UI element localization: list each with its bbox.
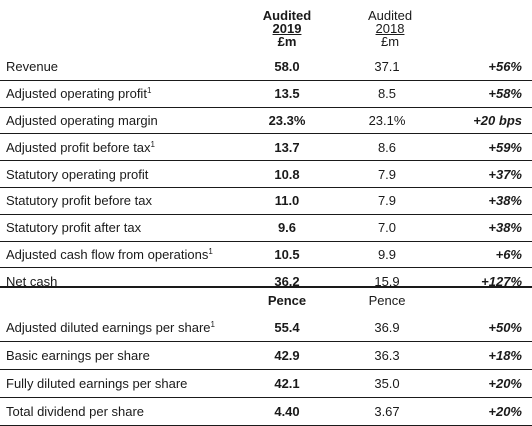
value-2018: 7.9 bbox=[337, 187, 437, 215]
row-label-text: Basic earnings per share bbox=[6, 347, 150, 363]
row-label-text: Adjusted operating profit bbox=[6, 86, 147, 102]
value-2018: 37.1 bbox=[337, 54, 437, 81]
value-2018: 15.9 bbox=[374, 273, 400, 289]
table-row: Basic earnings per share 42.9 36.3 +18% bbox=[0, 341, 532, 370]
value-2019: 55.4 bbox=[237, 313, 337, 342]
pence-header-2018: Pence bbox=[368, 293, 406, 309]
header-2019-unit: £m bbox=[277, 34, 297, 49]
row-label: Adjusted operating margin bbox=[0, 107, 237, 135]
row-label: Adjusted operating profit1 bbox=[0, 80, 237, 108]
change-value: +20% bbox=[437, 369, 532, 398]
value-2019: 9.6 bbox=[237, 214, 337, 242]
header-2019-year: 2019 bbox=[272, 21, 302, 36]
table-row: Adjusted diluted earnings per share1 55.4… bbox=[0, 313, 532, 342]
row-label-text: Fully diluted earnings per share bbox=[6, 375, 188, 391]
row-label-text: Statutory operating profit bbox=[6, 166, 149, 182]
change-value: +37% bbox=[437, 160, 532, 188]
value-2019: 10.8 bbox=[237, 160, 337, 188]
row-label: Fully diluted earnings per share bbox=[0, 369, 237, 398]
row-label-text: Adjusted operating margin bbox=[6, 112, 158, 128]
row-label-text: Adjusted diluted earnings per share bbox=[6, 319, 211, 335]
pence-header-spacer-right bbox=[437, 288, 532, 314]
change-value: +6% bbox=[437, 241, 532, 269]
header-2018-unit: £m bbox=[380, 34, 400, 49]
footnote-marker: 1 bbox=[208, 246, 213, 256]
value-2018: 9.9 bbox=[337, 241, 437, 269]
header-2018-year: 2018 bbox=[375, 21, 405, 36]
table-row: Adjusted operating profit1 13.5 8.5 +58% bbox=[0, 80, 532, 108]
change-value: +56% bbox=[437, 54, 532, 81]
header-2019-audited: Audited bbox=[262, 8, 312, 23]
footnote-marker: 1 bbox=[210, 319, 215, 329]
change-value: +127% bbox=[481, 273, 522, 289]
change-value: +38% bbox=[437, 187, 532, 215]
table-row: Fully diluted earnings per share 42.1 35.0… bbox=[0, 369, 532, 398]
row-label: Adjusted profit before tax1 bbox=[0, 133, 237, 162]
change-value: +20 bps bbox=[437, 107, 532, 135]
row-label: Net cash bbox=[0, 268, 237, 294]
value-2018: 36.3 bbox=[337, 341, 437, 370]
row-label: Total dividend per share bbox=[0, 397, 237, 426]
value-2019: 13.5 bbox=[237, 80, 337, 108]
value-2019: 42.1 bbox=[237, 369, 337, 398]
row-label-text: Adjusted cash flow from operations bbox=[6, 246, 209, 262]
value-2019: 23.3% bbox=[237, 107, 337, 135]
value-2018: 23.1% bbox=[337, 107, 437, 135]
table-row: Revenue 58.0 37.1 +56% bbox=[0, 54, 532, 81]
value-2019: 13.7 bbox=[237, 133, 337, 162]
table-row: Adjusted operating margin 23.3% 23.1% +20 b… bbox=[0, 107, 532, 135]
value-2019: 11.0 bbox=[237, 187, 337, 215]
value-2019: 36.2 bbox=[274, 273, 300, 289]
change-value: +58% bbox=[437, 80, 532, 108]
footnote-marker: 1 bbox=[150, 139, 155, 149]
table-row: Statutory operating profit 10.8 7.9 +37% bbox=[0, 160, 532, 188]
value-2018: 36.9 bbox=[337, 313, 437, 342]
row-label: Basic earnings per share bbox=[0, 341, 237, 370]
table-row: Statutory profit after tax 9.6 7.0 +38% bbox=[0, 214, 532, 242]
value-2018: 35.0 bbox=[337, 369, 437, 398]
value-2019: 58.0 bbox=[237, 54, 337, 81]
row-label-text: Revenue bbox=[6, 59, 59, 75]
row-label-text: Net cash bbox=[6, 273, 58, 289]
pence-header-row: Pence Pence bbox=[0, 288, 532, 314]
pence-header-2019: Pence bbox=[267, 293, 307, 309]
row-label: Statutory profit before tax bbox=[0, 187, 237, 215]
table-row: Net cash 36.2 15.9 +127% bbox=[0, 268, 532, 294]
value-2018: 7.0 bbox=[337, 214, 437, 242]
value-2018: 3.67 bbox=[337, 397, 437, 426]
value-2019: 10.5 bbox=[237, 241, 337, 269]
table-row: Adjusted profit before tax1 13.7 8.6 +59% bbox=[0, 133, 532, 162]
change-value: +20% bbox=[437, 397, 532, 426]
change-value: +50% bbox=[437, 313, 532, 342]
value-2018: 8.6 bbox=[337, 133, 437, 162]
row-label-text: Statutory profit after tax bbox=[6, 220, 142, 236]
value-2019: 4.40 bbox=[237, 397, 337, 426]
table-row: Statutory profit before tax 11.0 7.9 +38% bbox=[0, 187, 532, 215]
table-row: Total dividend per share 4.40 3.67 +20% bbox=[0, 397, 532, 426]
footnote-marker: 1 bbox=[146, 86, 152, 96]
pence-header-spacer bbox=[0, 288, 237, 314]
header-2018: Audited 2018 £m bbox=[340, 9, 440, 48]
value-2019: 42.9 bbox=[237, 341, 337, 370]
row-label-text: Adjusted profit before tax bbox=[6, 139, 151, 155]
section-divider bbox=[0, 286, 532, 288]
financial-table: Revenue 58.0 37.1 +56% Adjusted operating pr… bbox=[0, 54, 532, 294]
value-2018: 7.9 bbox=[337, 160, 437, 188]
row-label: Revenue bbox=[0, 54, 237, 81]
change-value: +38% bbox=[437, 214, 532, 242]
change-value: +18% bbox=[437, 341, 532, 370]
row-label-text: Total dividend per share bbox=[6, 403, 145, 419]
header-2018-audited: Audited bbox=[367, 8, 413, 23]
value-2018: 8.5 bbox=[337, 80, 437, 108]
row-label: Adjusted diluted earnings per share1 bbox=[0, 313, 237, 342]
table-row: Adjusted cash flow from operations1 10.5 9… bbox=[0, 241, 532, 269]
row-label: Statutory profit after tax bbox=[0, 214, 237, 242]
row-label-text: Statutory profit before tax bbox=[6, 193, 152, 209]
per-share-table: Pence Pence Adjusted diluted earnings pe… bbox=[0, 288, 532, 426]
row-label: Statutory operating profit bbox=[0, 160, 237, 188]
row-label: Adjusted cash flow from operations1 bbox=[0, 241, 237, 269]
change-value: +59% bbox=[437, 133, 532, 162]
header-2019: Audited 2019 £m bbox=[237, 9, 337, 48]
